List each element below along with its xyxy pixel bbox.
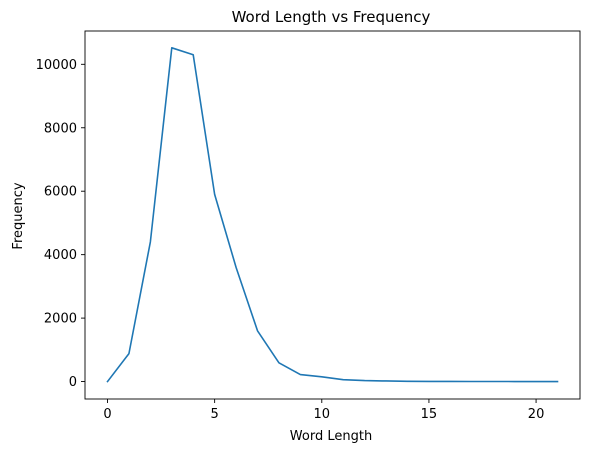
chart-title: Word Length vs Frequency (232, 8, 431, 26)
plot-frame (84, 30, 581, 400)
y-tick-label: 4000 (44, 248, 77, 263)
x-tick-label: 20 (528, 407, 545, 422)
y-tick-label: 8000 (44, 121, 77, 136)
y-tick-label: 10000 (36, 58, 77, 73)
plot-area (84, 30, 581, 400)
y-tick-label: 2000 (44, 312, 77, 327)
y-tick-label: 0 (69, 375, 77, 390)
y-axis: 0 2000 4000 6000 8000 10000 (36, 58, 85, 390)
series-line-0 (106, 47, 559, 383)
x-tick-label: 10 (314, 407, 331, 422)
x-tick-label: 15 (421, 407, 438, 422)
x-axis: 0 5 10 15 20 (103, 399, 544, 422)
x-tick-label: 5 (211, 407, 219, 422)
y-tick-label: 6000 (44, 185, 77, 200)
y-axis-label: Frequency (11, 182, 26, 249)
x-tick-label: 0 (103, 407, 111, 422)
x-axis-label: Word Length (290, 429, 372, 444)
